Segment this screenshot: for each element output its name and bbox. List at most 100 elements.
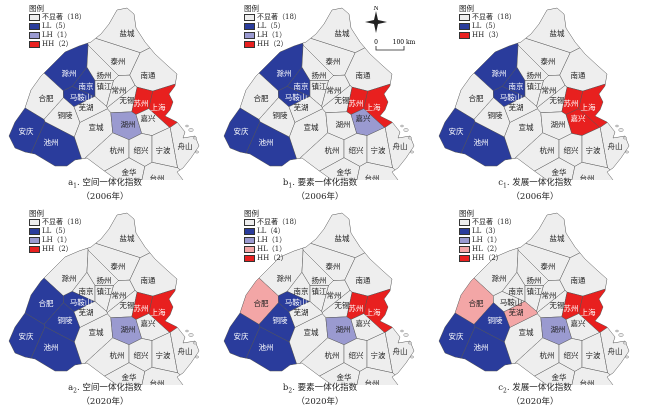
legend-item: LH（1）: [29, 236, 86, 245]
island-shape: [403, 128, 409, 132]
map-panel-b1: 盐城 泰州 滁州 扬州 南通 南京 镇江 常州 合肥 马鞍山 芜湖 无锡 苏州 上海 铜陵 宣城 湖州 嘉兴 安庆池…: [220, 2, 420, 202]
legend-label: LL（5）: [257, 22, 285, 30]
city-label: 南京: [294, 286, 309, 296]
island-shape: [400, 329, 404, 333]
region-台州: [356, 162, 399, 180]
legend: 图例 不显著（18） LL（4） LH（1） HL（1） HH（2）: [244, 209, 301, 263]
legend-label: 不显著（18）: [257, 13, 301, 21]
north-label: N: [373, 6, 378, 12]
legend-label: HH（2）: [42, 245, 73, 253]
city-label: 泰州: [541, 56, 556, 66]
legend-item: LL（4）: [244, 227, 301, 236]
legend-swatch: [459, 219, 470, 226]
city-label: 绍兴: [564, 350, 579, 360]
caption-subscript: 1: [503, 182, 507, 190]
city-label: 盐城: [550, 233, 565, 243]
legend-swatch: [244, 255, 255, 262]
legend-title: 图例: [29, 4, 44, 13]
region-台州: [356, 367, 399, 385]
city-label: 芜湖: [294, 102, 309, 112]
city-label: 镇江: [97, 286, 112, 296]
city-label: 南京: [294, 81, 309, 91]
legend-label: LH（1）: [257, 31, 287, 39]
caption-year: （2006年）: [296, 191, 344, 202]
city-label: 苏州: [564, 303, 579, 313]
city-label: 马鞍山: [285, 297, 308, 307]
legend-swatch: [244, 246, 255, 253]
island-shape: [623, 136, 627, 140]
city-label: 芜湖: [509, 307, 524, 317]
city-label: 上海: [366, 307, 381, 317]
city-label: 合肥: [39, 93, 54, 103]
city-label: 南通: [571, 70, 586, 80]
city-label: 常州: [327, 291, 342, 300]
region-舟山: [169, 122, 200, 171]
city-label: 泰州: [111, 261, 126, 271]
city-label: 宁波: [371, 145, 386, 155]
island-shape: [195, 355, 199, 359]
city-label: 杭州: [325, 145, 340, 155]
city-label: 合肥: [254, 93, 269, 103]
legend-swatch: [244, 32, 255, 39]
legend-swatch: [29, 237, 40, 244]
city-label: 绍兴: [564, 145, 579, 155]
city-label: 湖州: [121, 325, 136, 334]
legend: 图例 不显著（18） LL（3） LH（1） HL（2） HH（2）: [459, 209, 516, 263]
legend-item: LH（1）: [244, 236, 301, 245]
panel-caption: b1. 要素一体化指数 （2006年）: [220, 178, 420, 203]
city-label: 扬州: [97, 275, 112, 285]
legend-item: LL（3）: [459, 227, 516, 236]
city-label: 滁州: [277, 68, 292, 78]
island-shape: [195, 150, 199, 154]
legend-item: LH（1）: [29, 31, 86, 40]
city-label: 扬州: [312, 70, 327, 80]
region-池州: [30, 121, 82, 167]
city-label: 滁州: [62, 68, 77, 78]
city-label: 舟山: [393, 346, 408, 356]
legend-label: LL（5）: [42, 22, 70, 30]
caption-title: . 空间一体化指数: [77, 178, 142, 188]
city-label: 湖州: [121, 120, 136, 129]
legend-swatch: [244, 219, 255, 226]
city-label: 金华: [337, 372, 352, 382]
compass-scale: N 0 100 km: [365, 6, 416, 51]
city-label: 合肥: [39, 298, 54, 308]
legend-label: HH（2）: [42, 40, 73, 48]
caption-prefix: a: [68, 383, 74, 393]
city-label: 宣城: [89, 122, 104, 132]
city-label: 苏州: [564, 98, 579, 108]
city-label: 台州: [150, 173, 165, 180]
city-label: 泰州: [541, 261, 556, 271]
legend-label: LH（1）: [42, 236, 72, 244]
city-label: 盐城: [335, 233, 350, 243]
caption-prefix: a: [68, 178, 74, 188]
scale-end: 100 km: [393, 39, 416, 46]
island-shape: [185, 124, 189, 128]
island-shape: [618, 333, 624, 337]
map-panel-a2: 盐城 泰州 滁州 扬州 南通 南京 镇江 常州 合肥 马鞍山 芜湖 无锡 苏州 上海 铜陵 宣城 湖州 嘉兴 安庆池…: [5, 207, 205, 407]
city-label: 宣城: [304, 327, 319, 337]
caption-year: （2006年）: [511, 191, 559, 202]
legend: 图例 不显著（18） LL（5） HH（3）: [459, 4, 516, 40]
city-label: 宁波: [371, 350, 386, 360]
region-舟山: [599, 327, 630, 376]
region-舟山: [169, 327, 200, 376]
city-label: 南京: [79, 81, 94, 91]
caption-title: . 发展一体化指数: [506, 383, 572, 393]
island-shape: [400, 124, 404, 128]
legend-label: LH（1）: [42, 31, 72, 39]
city-label: 金华: [122, 167, 137, 177]
island-shape: [188, 333, 194, 337]
city-label: 铜陵: [58, 110, 73, 120]
legend-label: HL（1）: [257, 245, 287, 253]
caption-year: （2020年）: [81, 396, 129, 407]
city-label: 池州: [474, 137, 489, 147]
island-shape: [615, 329, 619, 333]
legend: 图例 不显著（18） LL（5） LH（1） HH（2）: [29, 209, 86, 254]
city-label: 南京: [79, 286, 94, 296]
panel-caption: a2. 空间一体化指数 （2020年）: [5, 383, 205, 408]
island-shape: [408, 341, 412, 345]
city-label: 金华: [552, 167, 567, 177]
